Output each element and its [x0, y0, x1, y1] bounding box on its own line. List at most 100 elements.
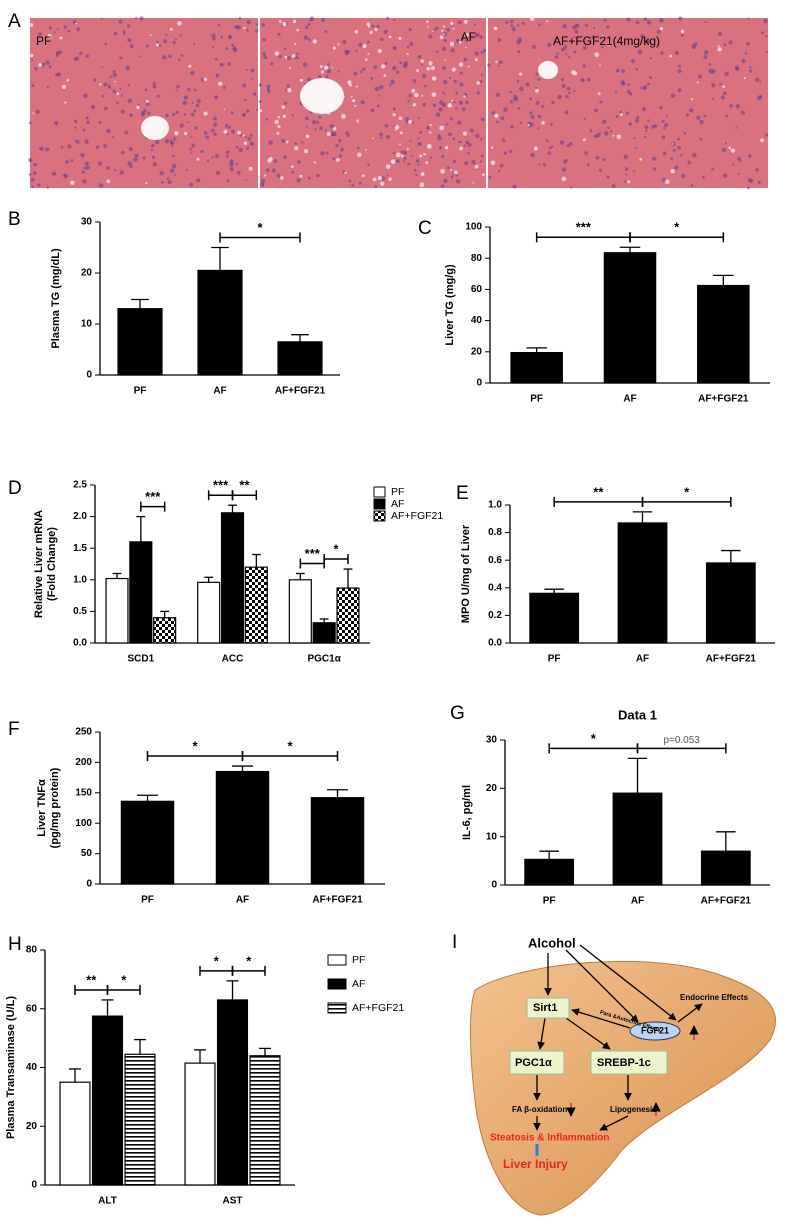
- vacuole: [294, 145, 299, 151]
- nucleus: [443, 79, 448, 85]
- nucleus: [325, 151, 329, 155]
- nucleus: [268, 140, 274, 145]
- nucleus: [90, 104, 96, 110]
- nucleus: [32, 171, 37, 176]
- bar: [510, 351, 563, 384]
- nucleus: [399, 61, 403, 65]
- vacuole: [344, 171, 347, 175]
- nucleus: [660, 51, 664, 55]
- nucleus: [755, 168, 759, 172]
- y-axis-label: IL-6, pg/ml: [461, 785, 473, 840]
- nucleus: [446, 166, 450, 170]
- x-tick-label: AF+FGF21: [698, 394, 749, 405]
- nucleus: [28, 157, 33, 163]
- nucleus: [229, 159, 234, 164]
- nucleus: [85, 54, 90, 58]
- y-tick-label: 0: [476, 378, 482, 389]
- nucleus: [621, 81, 626, 86]
- nucleus: [140, 112, 145, 117]
- nucleus: [645, 129, 648, 133]
- nucleus: [748, 154, 752, 158]
- nucleus: [76, 27, 81, 32]
- nucleus: [455, 107, 458, 110]
- nucleus: [46, 186, 50, 189]
- x-tick-label: AF+FGF21: [312, 895, 363, 906]
- x-tick-label: PGC1α: [307, 654, 341, 665]
- nucleus: [637, 49, 643, 55]
- nucleus: [45, 60, 50, 65]
- vacuole: [169, 28, 173, 31]
- nucleus: [614, 91, 618, 94]
- x-tick-label: PF: [548, 654, 561, 665]
- node-label: Endocrine Effects: [680, 993, 749, 1002]
- nucleus: [169, 139, 173, 142]
- vacuole: [323, 65, 329, 70]
- arrow: [565, 1017, 611, 1050]
- nucleus: [120, 150, 125, 155]
- vacuole: [145, 181, 148, 185]
- y-tick-label: 100: [75, 818, 92, 829]
- vacuole: [268, 156, 273, 162]
- nucleus: [235, 146, 239, 149]
- vacuole: [385, 164, 391, 169]
- nucleus: [112, 70, 116, 74]
- nucleus: [602, 119, 607, 125]
- panel-label: I: [452, 932, 457, 953]
- nucleus: [443, 178, 448, 183]
- chart: G Data 1 0 10 20 30 IL-6, pg/ml PF AF AF+FGF21 * p=…: [450, 703, 770, 907]
- vacuole: [426, 66, 431, 71]
- vacuole: [561, 176, 567, 182]
- x-tick-label: AF: [213, 386, 226, 397]
- nucleus: [378, 94, 381, 97]
- image-label: PF: [36, 34, 51, 48]
- y-tick-label: 0.0: [73, 638, 87, 649]
- nucleus: [159, 170, 164, 176]
- nucleus: [656, 29, 661, 34]
- vacuole: [367, 53, 370, 56]
- nucleus: [145, 44, 149, 48]
- nucleus: [303, 35, 309, 40]
- nucleus: [538, 23, 541, 26]
- nucleus: [405, 120, 409, 124]
- nucleus: [633, 137, 636, 140]
- nucleus: [457, 20, 462, 25]
- nucleus: [583, 117, 586, 121]
- vacuole: [495, 60, 498, 64]
- vacuole: [243, 141, 248, 145]
- nucleus: [704, 21, 707, 24]
- nucleus: [529, 111, 533, 115]
- nucleus: [264, 56, 268, 60]
- vacuole: [431, 76, 437, 81]
- nucleus: [681, 174, 686, 178]
- nucleus: [458, 140, 461, 144]
- nucleus: [692, 152, 697, 158]
- nucleus: [246, 29, 249, 32]
- vacuole: [292, 19, 297, 24]
- nucleus: [453, 101, 456, 104]
- nucleus: [412, 78, 417, 83]
- nucleus: [380, 37, 384, 42]
- nucleus: [125, 65, 130, 71]
- nucleus: [340, 147, 344, 152]
- chart: D 0.0 0.5 1.0 1.5 2.0 2.5 Relative Liver mRNA (F…: [8, 478, 443, 665]
- nucleus: [615, 115, 619, 118]
- nucleus: [230, 111, 234, 115]
- nucleus: [501, 137, 504, 140]
- nucleus: [390, 79, 395, 85]
- nucleus: [561, 83, 566, 88]
- vacuole: [177, 21, 182, 26]
- nucleus: [384, 61, 388, 65]
- vacuole: [619, 113, 623, 117]
- nucleus: [226, 155, 229, 158]
- nucleus: [151, 144, 155, 148]
- bar: [153, 617, 177, 644]
- nucleus: [245, 69, 248, 72]
- nucleus: [662, 151, 667, 156]
- vacuole: [299, 78, 304, 82]
- vacuole: [671, 143, 674, 145]
- nucleus: [213, 132, 217, 136]
- nucleus: [625, 173, 628, 176]
- nucleus: [30, 178, 35, 182]
- nucleus: [29, 121, 32, 125]
- nucleus: [283, 47, 287, 51]
